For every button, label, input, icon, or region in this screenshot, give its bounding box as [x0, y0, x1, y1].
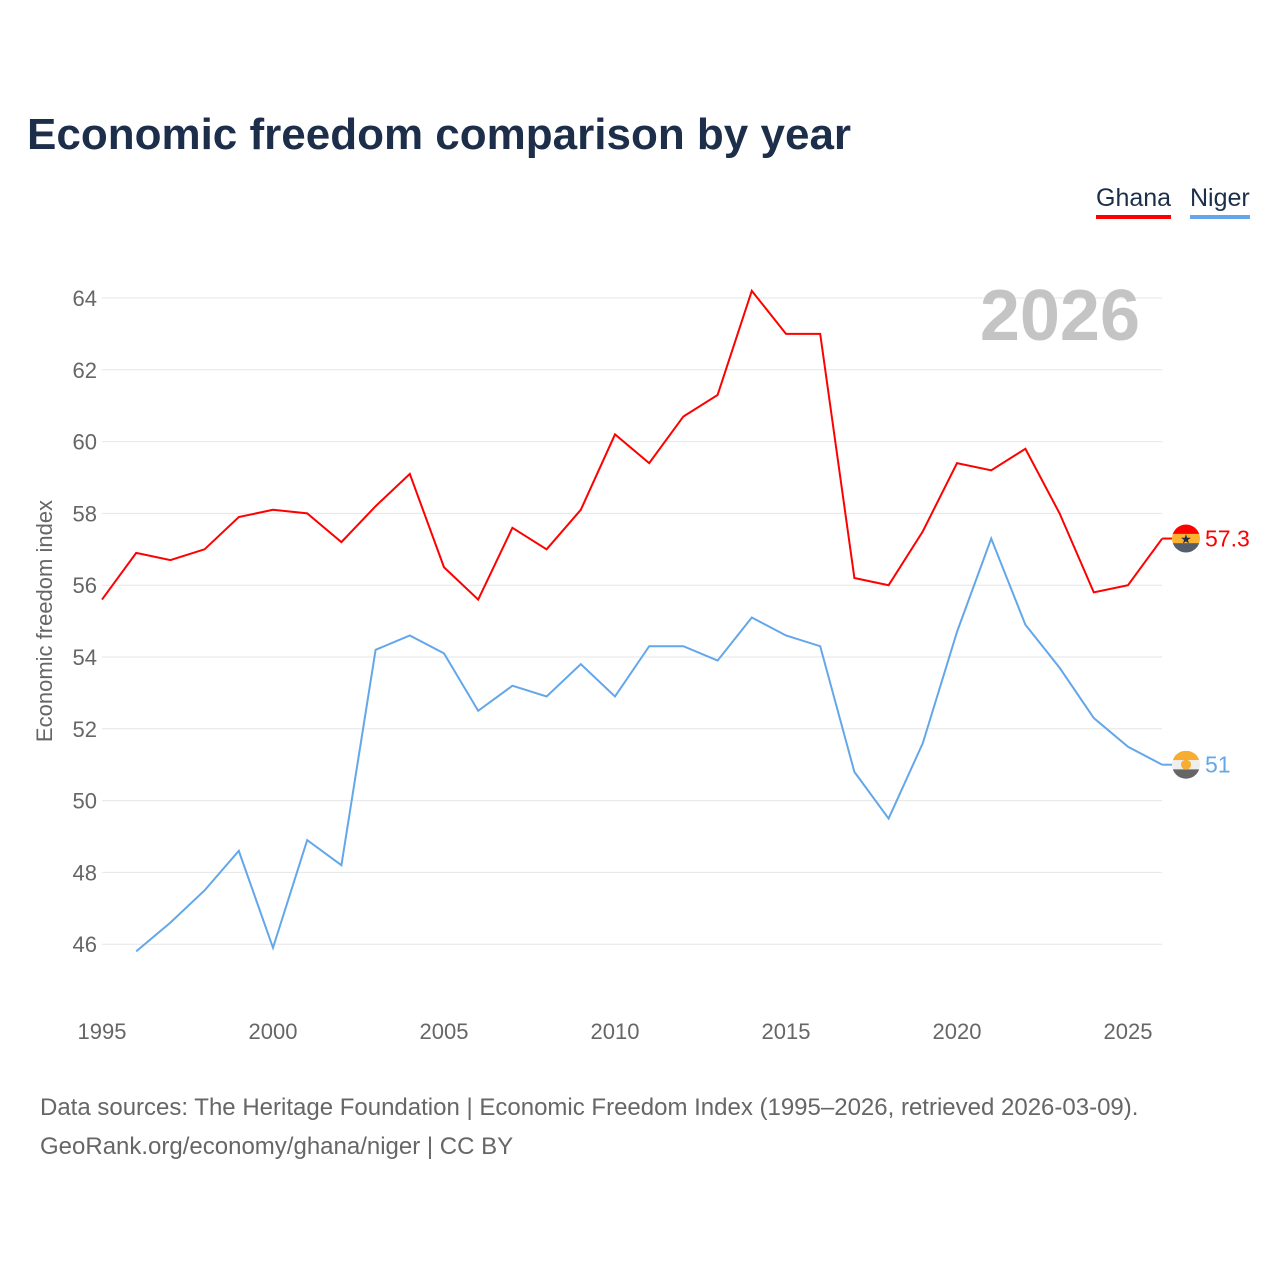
flag-stripe: [1172, 750, 1200, 761]
end-value-label-niger: 51: [1205, 752, 1231, 778]
source-link[interactable]: GeoRank.org/economy/ghana/niger | CC BY: [40, 1133, 514, 1160]
x-tick-label: 1995: [78, 1019, 127, 1044]
x-tick-label: 2020: [933, 1019, 982, 1044]
y-tick-label: 58: [73, 501, 97, 526]
legend-ghana[interactable]: Ghana: [1096, 184, 1172, 219]
source-line: Data sources: The Heritage Foundation | …: [40, 1094, 1139, 1121]
source-note: Data sources: The Heritage Foundation | …: [40, 1088, 1138, 1166]
y-tick-label: 60: [73, 430, 97, 455]
flag-stripe: [1172, 533, 1200, 544]
x-tick-label: 2000: [249, 1019, 298, 1044]
series-line-ghana: [101, 288, 1164, 602]
end-value-label-ghana: 57.3: [1205, 526, 1250, 552]
y-tick-label: 52: [73, 717, 97, 742]
y-tick-label: 48: [73, 860, 97, 885]
flag-stripe: [1172, 769, 1200, 779]
y-tick-label: 46: [73, 932, 97, 957]
y-tick-label: 54: [73, 645, 97, 670]
flag-star: ★: [1180, 532, 1192, 547]
flag-stripe: [1172, 543, 1200, 553]
x-tick-label: 2010: [591, 1019, 640, 1044]
legend-niger[interactable]: Niger: [1190, 184, 1250, 219]
y-axis-label: Economic freedom index: [32, 500, 57, 742]
x-tick-label: 2005: [420, 1019, 469, 1044]
flag-stripe: [1172, 524, 1200, 535]
x-tick-label: 2015: [762, 1019, 811, 1044]
flag-sun: [1181, 759, 1191, 770]
y-tick-label: 50: [73, 789, 97, 814]
x-tick-label: 2025: [1104, 1019, 1153, 1044]
chart-title: Economic freedom comparison by year: [27, 110, 852, 159]
y-tick-label: 62: [73, 358, 97, 383]
series-line-niger: [135, 535, 1163, 953]
year-watermark: 2026: [980, 276, 1140, 356]
y-tick-label: 56: [73, 573, 97, 598]
y-tick-label: 64: [73, 286, 97, 311]
